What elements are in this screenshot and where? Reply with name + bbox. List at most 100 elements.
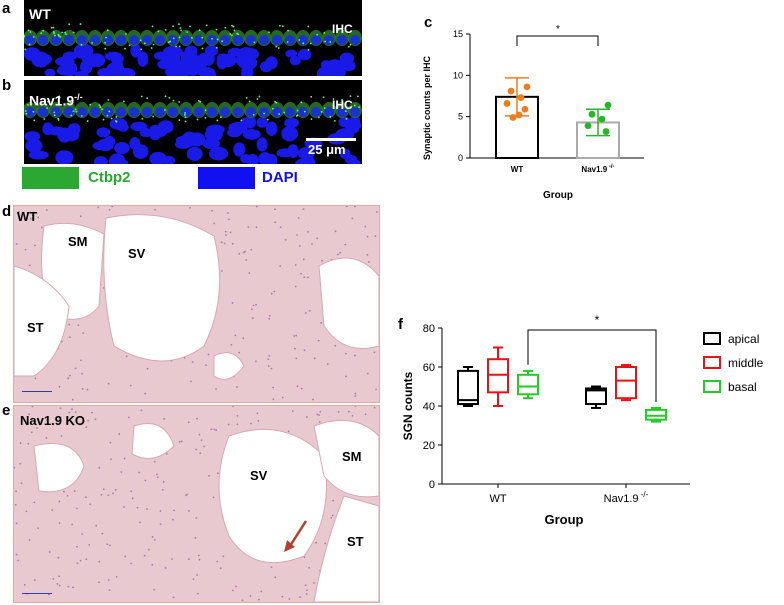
- ribbon-puncta: [104, 47, 107, 50]
- cell-nucleus: [227, 423, 230, 426]
- cell-nucleus: [256, 412, 259, 415]
- cell-nucleus: [189, 206, 191, 209]
- cell-nucleus: [153, 538, 156, 541]
- nucleus: [238, 49, 256, 59]
- cell-nucleus: [251, 308, 253, 311]
- ribbon-puncta: [40, 32, 43, 35]
- cell-nucleus: [36, 427, 38, 429]
- nucleus: [284, 117, 299, 129]
- ihc-nucleus: [155, 35, 165, 45]
- ribbon-puncta: [125, 33, 127, 35]
- ribbon-puncta: [99, 106, 102, 108]
- ribbon-puncta: [52, 26, 55, 29]
- ribbon-puncta: [175, 45, 177, 48]
- ribbon-puncta: [266, 118, 269, 121]
- panel-b-label: Nav1.9-/-: [29, 92, 83, 109]
- cell-nucleus: [210, 428, 213, 431]
- cell-nucleus: [295, 334, 298, 337]
- cell-nucleus: [23, 584, 26, 586]
- nucleus: [130, 121, 148, 132]
- nucleus: [228, 123, 239, 133]
- nucleus: [266, 153, 278, 164]
- cell-nucleus: [178, 440, 181, 443]
- ihc-nucleus: [25, 107, 35, 117]
- nucleus: [265, 56, 278, 70]
- nucleus: [242, 129, 261, 140]
- ribbon-puncta: [46, 107, 49, 110]
- cell-nucleus: [106, 543, 109, 546]
- cell-nucleus: [303, 349, 306, 352]
- cell-nucleus: [153, 460, 156, 463]
- cell-nucleus: [270, 566, 273, 569]
- cell-nucleus: [222, 555, 225, 558]
- cell-nucleus: [270, 367, 273, 370]
- cell-nucleus: [375, 211, 378, 213]
- ihc-nucleus: [350, 35, 360, 45]
- ihc-nucleus: [38, 35, 48, 45]
- ribbon-puncta: [101, 108, 104, 111]
- cell-nucleus: [123, 506, 125, 508]
- panel-e-st-label: ST: [347, 534, 364, 549]
- cell-nucleus: [14, 466, 16, 469]
- cell-nucleus: [315, 541, 317, 544]
- cell-nucleus: [245, 259, 248, 261]
- y-tick-label: 40: [423, 401, 435, 413]
- panel-d-sv-label: SV: [128, 246, 146, 261]
- cell-nucleus: [123, 457, 126, 460]
- cell-nucleus: [27, 442, 30, 445]
- nucleus: [62, 51, 78, 61]
- ribbon-puncta: [224, 26, 227, 29]
- ribbon-puncta: [140, 48, 143, 51]
- cell-nucleus: [81, 533, 84, 535]
- cell-nucleus: [67, 377, 70, 380]
- cell-nucleus: [366, 253, 369, 256]
- cell-nucleus: [337, 253, 339, 256]
- panel-a-letter: a: [2, 0, 11, 17]
- ihc-nucleus: [116, 35, 126, 45]
- ribbon-puncta: [53, 32, 56, 35]
- cell-nucleus: [95, 524, 98, 527]
- cell-nucleus: [73, 490, 76, 492]
- cell-nucleus: [299, 596, 302, 599]
- ribbon-puncta: [275, 101, 278, 104]
- cell-nucleus: [107, 579, 110, 581]
- ribbon-puncta: [216, 38, 219, 41]
- ribbon-puncta: [70, 114, 73, 117]
- x-tick-label: Nav1.9 -/-: [604, 490, 649, 505]
- cell-nucleus: [28, 539, 31, 541]
- ribbon-puncta: [53, 111, 56, 114]
- ribbon-puncta: [333, 119, 336, 122]
- cell-nucleus: [366, 372, 369, 375]
- ribbon-puncta: [72, 31, 75, 34]
- ribbon-puncta: [74, 108, 77, 111]
- ribbon-puncta: [296, 114, 299, 117]
- cell-nucleus: [114, 488, 117, 491]
- ihc-nucleus: [259, 107, 269, 117]
- cell-nucleus: [313, 357, 316, 360]
- ribbon-puncta: [347, 45, 350, 48]
- cell-nucleus: [58, 385, 61, 388]
- cell-nucleus: [68, 323, 71, 326]
- ribbon-puncta: [98, 104, 101, 107]
- cell-nucleus: [81, 388, 84, 390]
- nucleus: [246, 154, 259, 164]
- cell-nucleus: [225, 234, 227, 236]
- ribbon-puncta: [141, 117, 144, 120]
- cell-nucleus: [76, 507, 78, 510]
- cell-nucleus: [238, 252, 241, 255]
- panel-d-scalebar: [22, 391, 52, 392]
- cell-nucleus: [281, 595, 284, 598]
- ihc-nucleus: [64, 35, 74, 45]
- cell-nucleus: [110, 458, 112, 461]
- cell-nucleus: [307, 276, 309, 279]
- ihc-nucleus: [129, 35, 139, 45]
- cell-nucleus: [287, 430, 290, 433]
- nucleus: [326, 59, 345, 73]
- ribbon-puncta: [57, 34, 60, 37]
- data-point: [584, 122, 592, 130]
- cell-nucleus: [151, 563, 154, 566]
- cell-nucleus: [232, 406, 235, 408]
- ribbon-puncta: [204, 109, 207, 112]
- cell-nucleus: [28, 264, 31, 267]
- cell-nucleus: [180, 440, 183, 443]
